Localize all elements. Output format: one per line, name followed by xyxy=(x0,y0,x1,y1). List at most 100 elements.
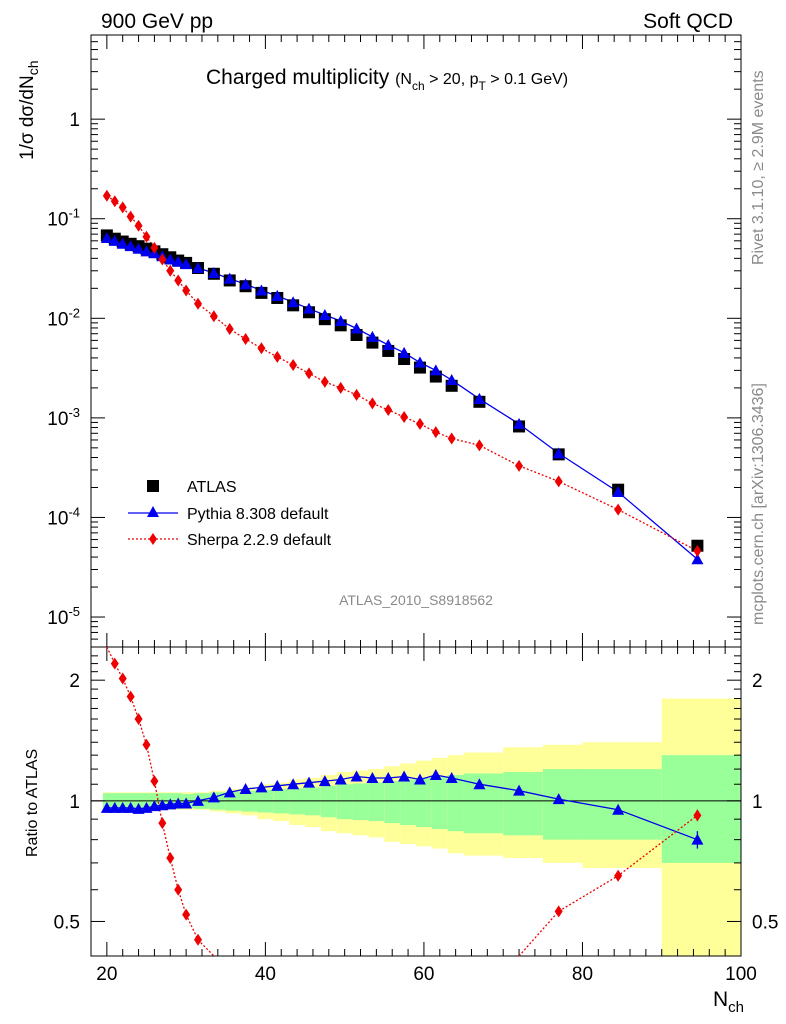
y-tick-label-main: 10-5 xyxy=(47,604,80,629)
sherpa-point-main xyxy=(194,297,203,310)
pythia-point-ratio xyxy=(445,772,458,784)
y-axis-label-main-sub: ch xyxy=(25,60,41,75)
band-inner xyxy=(320,785,337,818)
band-inner xyxy=(542,769,583,840)
header-right: Soft QCD xyxy=(643,10,733,33)
sherpa-point-main xyxy=(110,195,119,208)
pythia-point-ratio xyxy=(100,801,113,813)
pythia-point-main xyxy=(140,245,153,257)
sherpa-point-main xyxy=(182,284,191,297)
pythia-point-main xyxy=(172,255,185,267)
x-tick-label: 80 xyxy=(572,964,593,985)
x-tick-label: 40 xyxy=(255,964,276,985)
pythia-point-ratio xyxy=(382,772,395,784)
pythia-point-main xyxy=(612,486,625,498)
x-axis-label: Nch xyxy=(713,988,744,1016)
pythia-point-ratio xyxy=(302,776,315,788)
sherpa-point-main xyxy=(693,545,702,558)
plot-title-sub1: ch xyxy=(412,79,425,93)
pythia-point-main xyxy=(382,338,395,350)
sherpa-point-main xyxy=(554,475,563,488)
pythia-point-ratio xyxy=(552,793,565,805)
band-inner xyxy=(400,779,416,826)
y-axis-label-main-text: 1/σ dσ/dN xyxy=(17,75,38,160)
pythia-point-ratio xyxy=(124,801,137,813)
x-tick-label: 100 xyxy=(725,964,757,985)
pythia-point-main xyxy=(429,364,442,376)
mcplots-label: mcplots.cern.ch [arXiv:1306.3436] xyxy=(750,383,767,625)
series-markers xyxy=(100,189,704,946)
y-tick-label-ratio-left: 0.5 xyxy=(54,912,80,933)
sherpa-point-ratio xyxy=(126,690,135,703)
sherpa-point-main xyxy=(447,432,456,445)
y-tick-label-ratio-right: 1 xyxy=(752,792,763,813)
sherpa-point-main xyxy=(336,381,345,394)
pythia-point-main xyxy=(108,234,121,246)
y-tick-label-ratio-right: 2 xyxy=(752,671,763,692)
sherpa-point-main xyxy=(320,375,329,388)
sherpa-point-ratio xyxy=(150,775,159,788)
main-panel-frame xyxy=(90,34,742,648)
y-tick-label-ratio-left: 1 xyxy=(69,792,80,813)
sherpa-point-main xyxy=(225,323,234,336)
pythia-point-main xyxy=(223,272,236,284)
pythia-point-main xyxy=(513,417,526,429)
pythia-point-main xyxy=(302,302,315,314)
sherpa-point-ratio xyxy=(142,738,151,751)
x-tick-label: 20 xyxy=(96,964,117,985)
sherpa-point-main xyxy=(475,439,484,452)
pythia-point-main xyxy=(366,330,379,342)
pythia-point-main xyxy=(255,284,268,296)
pythia-point-main xyxy=(192,262,205,274)
pythia-point-ratio xyxy=(334,773,347,785)
sherpa-curve-ratio-right xyxy=(518,814,698,957)
sherpa-point-ratio xyxy=(166,851,175,864)
tick-labels: 20 40 60 80 100 10-5 10-4 10-3 10-2 10-1 1 0.5 0.5 1 1… xyxy=(47,110,778,985)
legend: ATLAS Pythia 8.308 default Sherpa 2.2.9 … xyxy=(128,479,332,549)
y-tick-label-ratio-left: 2 xyxy=(69,671,80,692)
y-tick-label-main: 10-1 xyxy=(47,206,80,231)
pythia-point-ratio xyxy=(318,775,331,787)
band-inner xyxy=(431,776,448,830)
y-tick-label-main: 10-2 xyxy=(47,305,80,330)
y-axis-label-ratio: Ratio to ATLAS xyxy=(24,749,41,857)
rivet-label: Rivet 3.1.10, ≥ 2.9M events xyxy=(750,70,767,265)
y-tick-label-ratio-right: 0.5 xyxy=(752,912,778,933)
header-left: 900 GeV pp xyxy=(101,10,213,33)
pythia-point-main xyxy=(271,289,284,301)
ratio-uncertainty-bands xyxy=(102,698,741,956)
plot-title-close: > 0.1 GeV) xyxy=(486,71,568,88)
band-inner xyxy=(582,769,662,840)
legend-atlas-marker xyxy=(147,480,159,492)
sherpa-point-main xyxy=(150,241,159,254)
sherpa-point-main xyxy=(126,210,135,223)
sherpa-point-ratio xyxy=(158,817,167,830)
band-inner xyxy=(305,787,321,816)
sherpa-point-main xyxy=(431,426,440,439)
sherpa-point-ratio xyxy=(118,672,127,685)
pythia-point-ratio xyxy=(398,770,411,782)
sherpa-point-ratio xyxy=(554,905,563,918)
y-tick-label-main: 1 xyxy=(69,110,80,131)
pythia-point-ratio xyxy=(366,772,379,784)
sherpa-point-main xyxy=(102,189,111,202)
sherpa-point-ratio xyxy=(194,933,203,946)
x-axis-label-sub: ch xyxy=(728,999,744,1016)
pythia-point-ratio xyxy=(180,797,193,809)
pythia-point-ratio xyxy=(192,794,205,806)
pythia-point-ratio xyxy=(413,773,426,785)
sherpa-point-main xyxy=(166,264,175,277)
sherpa-point-ratio xyxy=(614,869,623,882)
band-inner xyxy=(352,783,369,821)
pythia-point-ratio xyxy=(287,778,300,790)
pythia-point-main xyxy=(398,346,411,358)
band-inner xyxy=(503,772,543,836)
pythia-point-main xyxy=(207,267,220,279)
pythia-point-ratio xyxy=(207,791,220,803)
band-inner xyxy=(661,755,741,863)
sherpa-point-main xyxy=(158,253,167,266)
pythia-point-ratio xyxy=(172,797,185,809)
ratio-panel-frame xyxy=(90,646,742,957)
plot-title-main: Charged multiplicity xyxy=(206,66,390,89)
y-tick-label-main: 10-4 xyxy=(47,504,80,529)
